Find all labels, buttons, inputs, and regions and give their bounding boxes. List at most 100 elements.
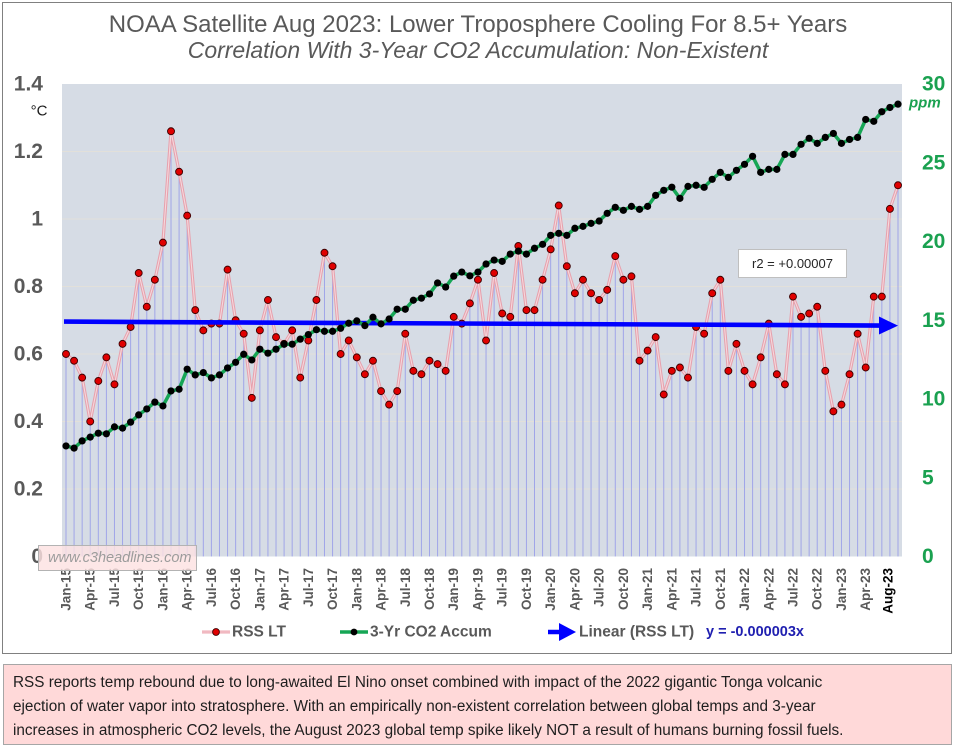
y-left-tick-label: 0.4 <box>14 410 44 433</box>
y-right-tick-label: 15 <box>922 309 946 332</box>
co2-accum-point <box>870 117 878 125</box>
rss-lt-point <box>70 356 79 365</box>
rss-lt-point <box>708 289 717 298</box>
co2-accum-point <box>135 411 143 419</box>
co2-accum-point <box>514 247 522 255</box>
co2-accum-point <box>199 368 207 377</box>
x-tick-label: Oct-16 <box>228 568 243 611</box>
rss-lt-point <box>360 370 369 379</box>
x-tick-label: Jul-16 <box>204 568 219 608</box>
co2-accum-point <box>700 183 708 191</box>
rss-lt-point <box>183 211 192 220</box>
co2-accum-point <box>377 320 385 328</box>
co2-accum-point <box>724 173 732 181</box>
co2-accum-point <box>563 231 571 239</box>
co2-accum-point <box>442 283 450 291</box>
rss-lt-point <box>538 275 547 284</box>
x-tick-label: Jan-21 <box>640 568 655 611</box>
x-tick-label: Oct-18 <box>422 568 437 611</box>
rss-lt-point <box>667 366 676 375</box>
y-right-unit-label: ppm <box>908 95 941 112</box>
co2-accum-point <box>272 345 280 353</box>
co2-accum-point <box>587 219 595 227</box>
co2-accum-point <box>312 326 321 334</box>
x-tick-label: Jan-17 <box>252 568 267 611</box>
x-tick-label: Oct-15 <box>131 568 146 611</box>
y-right-tick-label: 10 <box>922 388 945 411</box>
rss-lt-point <box>756 353 765 362</box>
co2-accum-point <box>304 330 312 339</box>
x-tick-label: Jul-17 <box>301 568 316 607</box>
rss-lt-point <box>158 238 167 247</box>
rss-lt-point <box>789 292 797 301</box>
rss-lt-point <box>684 373 692 382</box>
legend-item-trendline: Linear (RSS LT) y = -0.000003x <box>548 623 804 641</box>
x-tick-label: Aug-23 <box>881 568 896 614</box>
co2-accum-point <box>94 429 102 437</box>
co2-accum-point <box>353 317 361 325</box>
co2-accum-point <box>127 418 135 426</box>
rss-lt-point <box>530 306 539 315</box>
rss-lt-point <box>837 400 846 409</box>
co2-accum-point <box>498 257 506 265</box>
co2-accum-point <box>789 150 797 159</box>
co2-accum-point <box>151 398 159 406</box>
co2-accum-point <box>595 217 603 225</box>
rss-lt-point <box>546 245 555 254</box>
co2-accum-point <box>829 129 837 138</box>
co2-accum-point <box>143 405 151 413</box>
rss-lt-point <box>118 339 127 348</box>
rss-lt-point <box>417 370 426 379</box>
y-left-tick-label: 1 <box>31 208 43 231</box>
co2-accum-point <box>765 165 773 173</box>
rss-lt-point <box>675 363 684 372</box>
rss-lt-point <box>813 302 822 311</box>
co2-accum-point <box>579 222 587 230</box>
y-left-tick-label: 0.2 <box>14 478 43 501</box>
rss-lt-point <box>150 275 159 284</box>
co2-accum-point <box>191 371 199 379</box>
rss-lt-point <box>490 269 499 277</box>
x-tick-label: Apr-20 <box>567 568 582 611</box>
co2-accum-point <box>264 349 272 357</box>
co2-accum-point <box>458 268 466 276</box>
x-tick-label: Jan-15 <box>59 568 74 611</box>
co2-accum-point <box>425 290 434 298</box>
co2-accum-point <box>862 115 870 124</box>
rss-lt-point <box>465 299 474 308</box>
rss-lt-point <box>506 312 515 321</box>
y-left-tick-label: 1.4 <box>14 73 44 96</box>
co2-accum-point <box>627 202 636 210</box>
chart-title: NOAA Satellite Aug 2023: Lower Troposphe… <box>108 11 848 38</box>
co2-accum-point <box>635 205 644 213</box>
co2-accum-point <box>797 140 805 148</box>
rss-lt-point <box>522 306 531 315</box>
rss-lt-point <box>102 353 111 362</box>
co2-accum-point <box>506 250 514 258</box>
co2-accum-point <box>611 203 619 211</box>
x-tick-label: Jan-20 <box>543 568 558 611</box>
rss-lt-point <box>894 181 902 190</box>
rss-lt-point <box>732 339 741 348</box>
rss-lt-point <box>635 356 644 365</box>
rss-lt-point <box>861 363 870 372</box>
co2-accum-point <box>409 296 417 304</box>
rss-lt-point <box>369 356 377 365</box>
co2-accum-point <box>571 224 579 232</box>
co2-accum-point <box>886 103 894 112</box>
co2-accum-point <box>62 442 70 450</box>
caption-line: increases in atmospheric CO2 levels, the… <box>13 722 844 739</box>
rss-lt-point <box>263 296 272 304</box>
rss-lt-point <box>134 269 143 277</box>
rss-lt-point <box>885 204 894 213</box>
co2-accum-point <box>248 356 256 364</box>
co2-accum-point <box>474 268 482 276</box>
co2-accum-point <box>821 133 829 141</box>
x-tick-label: Apr-17 <box>277 568 292 611</box>
co2-accum-point <box>288 340 296 348</box>
trendline-equation: y = -0.000003x <box>706 624 804 640</box>
rss-lt-point <box>142 302 151 311</box>
rss-lt-point <box>110 380 119 389</box>
rss-lt-point <box>312 296 321 304</box>
r2-annotation: r2 = +0.00007 <box>738 249 847 278</box>
